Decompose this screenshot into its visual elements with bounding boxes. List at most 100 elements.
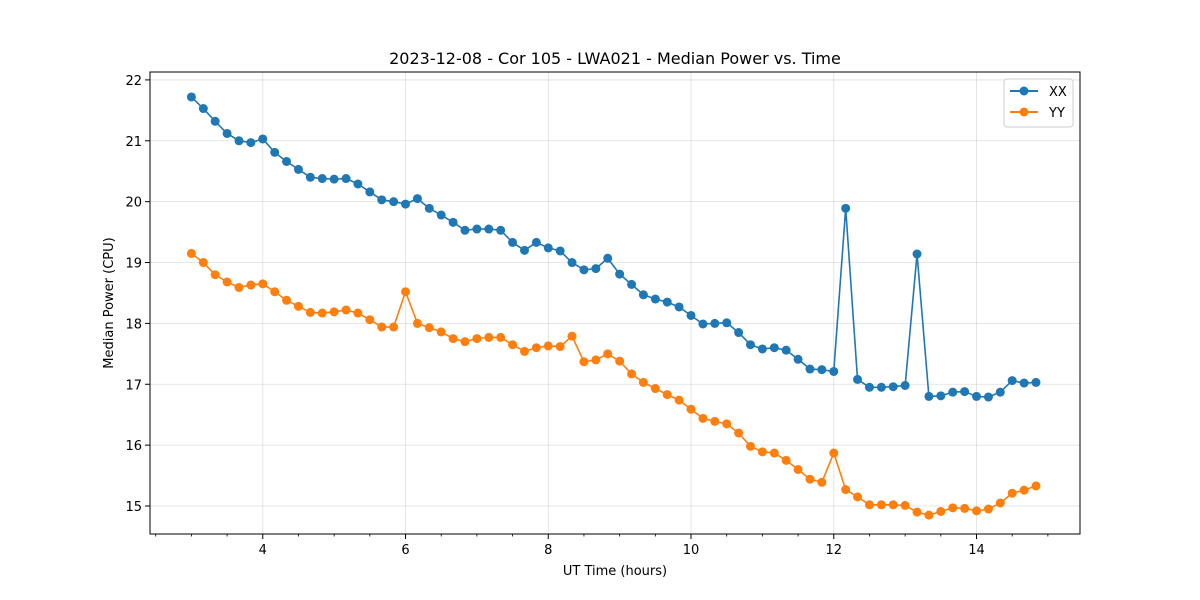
series-xx-point	[793, 354, 803, 364]
series-xx-point	[448, 217, 458, 227]
series-yy-point	[508, 340, 518, 350]
series-yy-point	[222, 277, 232, 287]
series-yy-point	[246, 280, 256, 290]
series-yy-point	[591, 355, 601, 365]
series-yy-point	[293, 301, 303, 311]
series-yy-point	[412, 318, 422, 328]
x-tick-label: 14	[968, 543, 985, 558]
y-tick-label: 20	[125, 196, 142, 211]
series-yy-point	[365, 315, 375, 325]
series-xx-point	[936, 391, 946, 401]
series-xx-point	[698, 319, 708, 329]
series-yy-point	[995, 498, 1005, 508]
series-yy-point	[936, 506, 946, 516]
series-xx-point	[198, 104, 208, 114]
legend-yy-marker	[1019, 107, 1029, 117]
series-yy-point	[781, 455, 791, 465]
series-xx-point	[662, 297, 672, 307]
series-yy-point	[912, 507, 922, 517]
y-tick-label: 15	[125, 500, 142, 515]
series-xx-point	[995, 387, 1005, 397]
series-yy-point	[424, 323, 434, 333]
legend-yy-label: YY	[1048, 106, 1065, 121]
series-yy-point	[234, 282, 244, 292]
legend: XX YY	[1003, 78, 1074, 128]
series-yy-point	[555, 342, 565, 352]
series-yy-point	[460, 337, 470, 347]
series-yy-point	[769, 448, 779, 458]
series-xx-line	[190, 96, 1037, 398]
series-xx-point	[829, 366, 839, 376]
series-yy-point	[793, 464, 803, 474]
series-xx-point	[1031, 377, 1041, 387]
series-yy-point	[198, 258, 208, 268]
series-yy-point	[496, 332, 506, 342]
series-xx-point	[270, 147, 280, 157]
series-yy-point	[353, 308, 363, 318]
series-xx-point	[710, 318, 720, 328]
series-yy-point	[305, 307, 315, 317]
axes: 4 6 8 10 12 14 15 16 17 18 19 20 21 22	[125, 74, 1049, 558]
x-tick-label: 6	[401, 543, 409, 558]
series-yy-point	[520, 346, 529, 356]
series-yy-point	[258, 279, 268, 289]
series-yy-point	[983, 504, 993, 514]
series-yy-point	[853, 492, 863, 502]
series-xx-point	[924, 391, 934, 401]
series-yy-point	[567, 331, 577, 341]
series-yy-point	[270, 287, 280, 297]
series-xx-point	[210, 116, 220, 126]
series-xx-point	[424, 203, 434, 213]
series-xx-point	[484, 224, 494, 234]
series-yy-point	[960, 503, 970, 513]
series-yy-point	[686, 404, 696, 414]
series-xx-point	[329, 174, 339, 184]
series-xx-point	[412, 194, 422, 204]
series-yy-point	[484, 332, 494, 342]
series-yy-point	[531, 343, 541, 353]
series-xx-point	[1007, 376, 1017, 386]
x-axis-label: UT Time (hours)	[563, 564, 667, 579]
series-xx-point	[900, 380, 910, 390]
series-yy-point	[282, 295, 292, 305]
legend-xx-marker	[1019, 86, 1029, 96]
series-yy-point	[448, 334, 458, 344]
grid	[150, 72, 1080, 534]
series-xx-point	[508, 237, 518, 247]
series-xx-point	[864, 382, 874, 392]
series-xx-point	[948, 387, 958, 397]
series-yy-point	[186, 248, 196, 258]
chart-title: 2023-12-08 - Cor 105 - LWA021 - Median P…	[389, 49, 841, 68]
series-xx-point	[436, 210, 446, 220]
series-xx-point	[757, 344, 767, 354]
series-xx-point	[972, 391, 982, 401]
series-yy-point	[924, 510, 934, 520]
series-layer	[186, 92, 1041, 520]
series-xx-point	[722, 318, 732, 328]
series-yy-point	[579, 357, 589, 367]
series-xx-point	[186, 92, 196, 102]
x-tick-label: 12	[825, 543, 842, 558]
y-axis-label: Median Power (CPU)	[102, 237, 117, 368]
series-yy-point	[377, 322, 387, 332]
y-tick-label: 22	[125, 74, 142, 89]
series-xx-point	[983, 392, 993, 402]
series-xx-point	[317, 174, 327, 184]
series-yy-point	[389, 322, 399, 332]
series-yy-point	[472, 334, 482, 344]
series-xx-point	[674, 302, 684, 312]
series-xx-point	[686, 310, 696, 320]
y-tick-label: 16	[125, 439, 142, 454]
series-xx-point	[888, 382, 898, 392]
series-xx-point	[876, 382, 886, 392]
series-xx-point	[555, 246, 565, 256]
series-yy-point	[674, 395, 684, 405]
series-yy-point	[745, 441, 755, 451]
y-tick-label: 18	[125, 317, 142, 332]
series-xx-point	[579, 265, 589, 275]
series-xx-point	[567, 258, 577, 268]
series-yy-point	[972, 506, 982, 516]
series-yy-point	[329, 307, 339, 317]
series-yy-point	[900, 500, 910, 510]
series-xx-point	[817, 365, 827, 375]
